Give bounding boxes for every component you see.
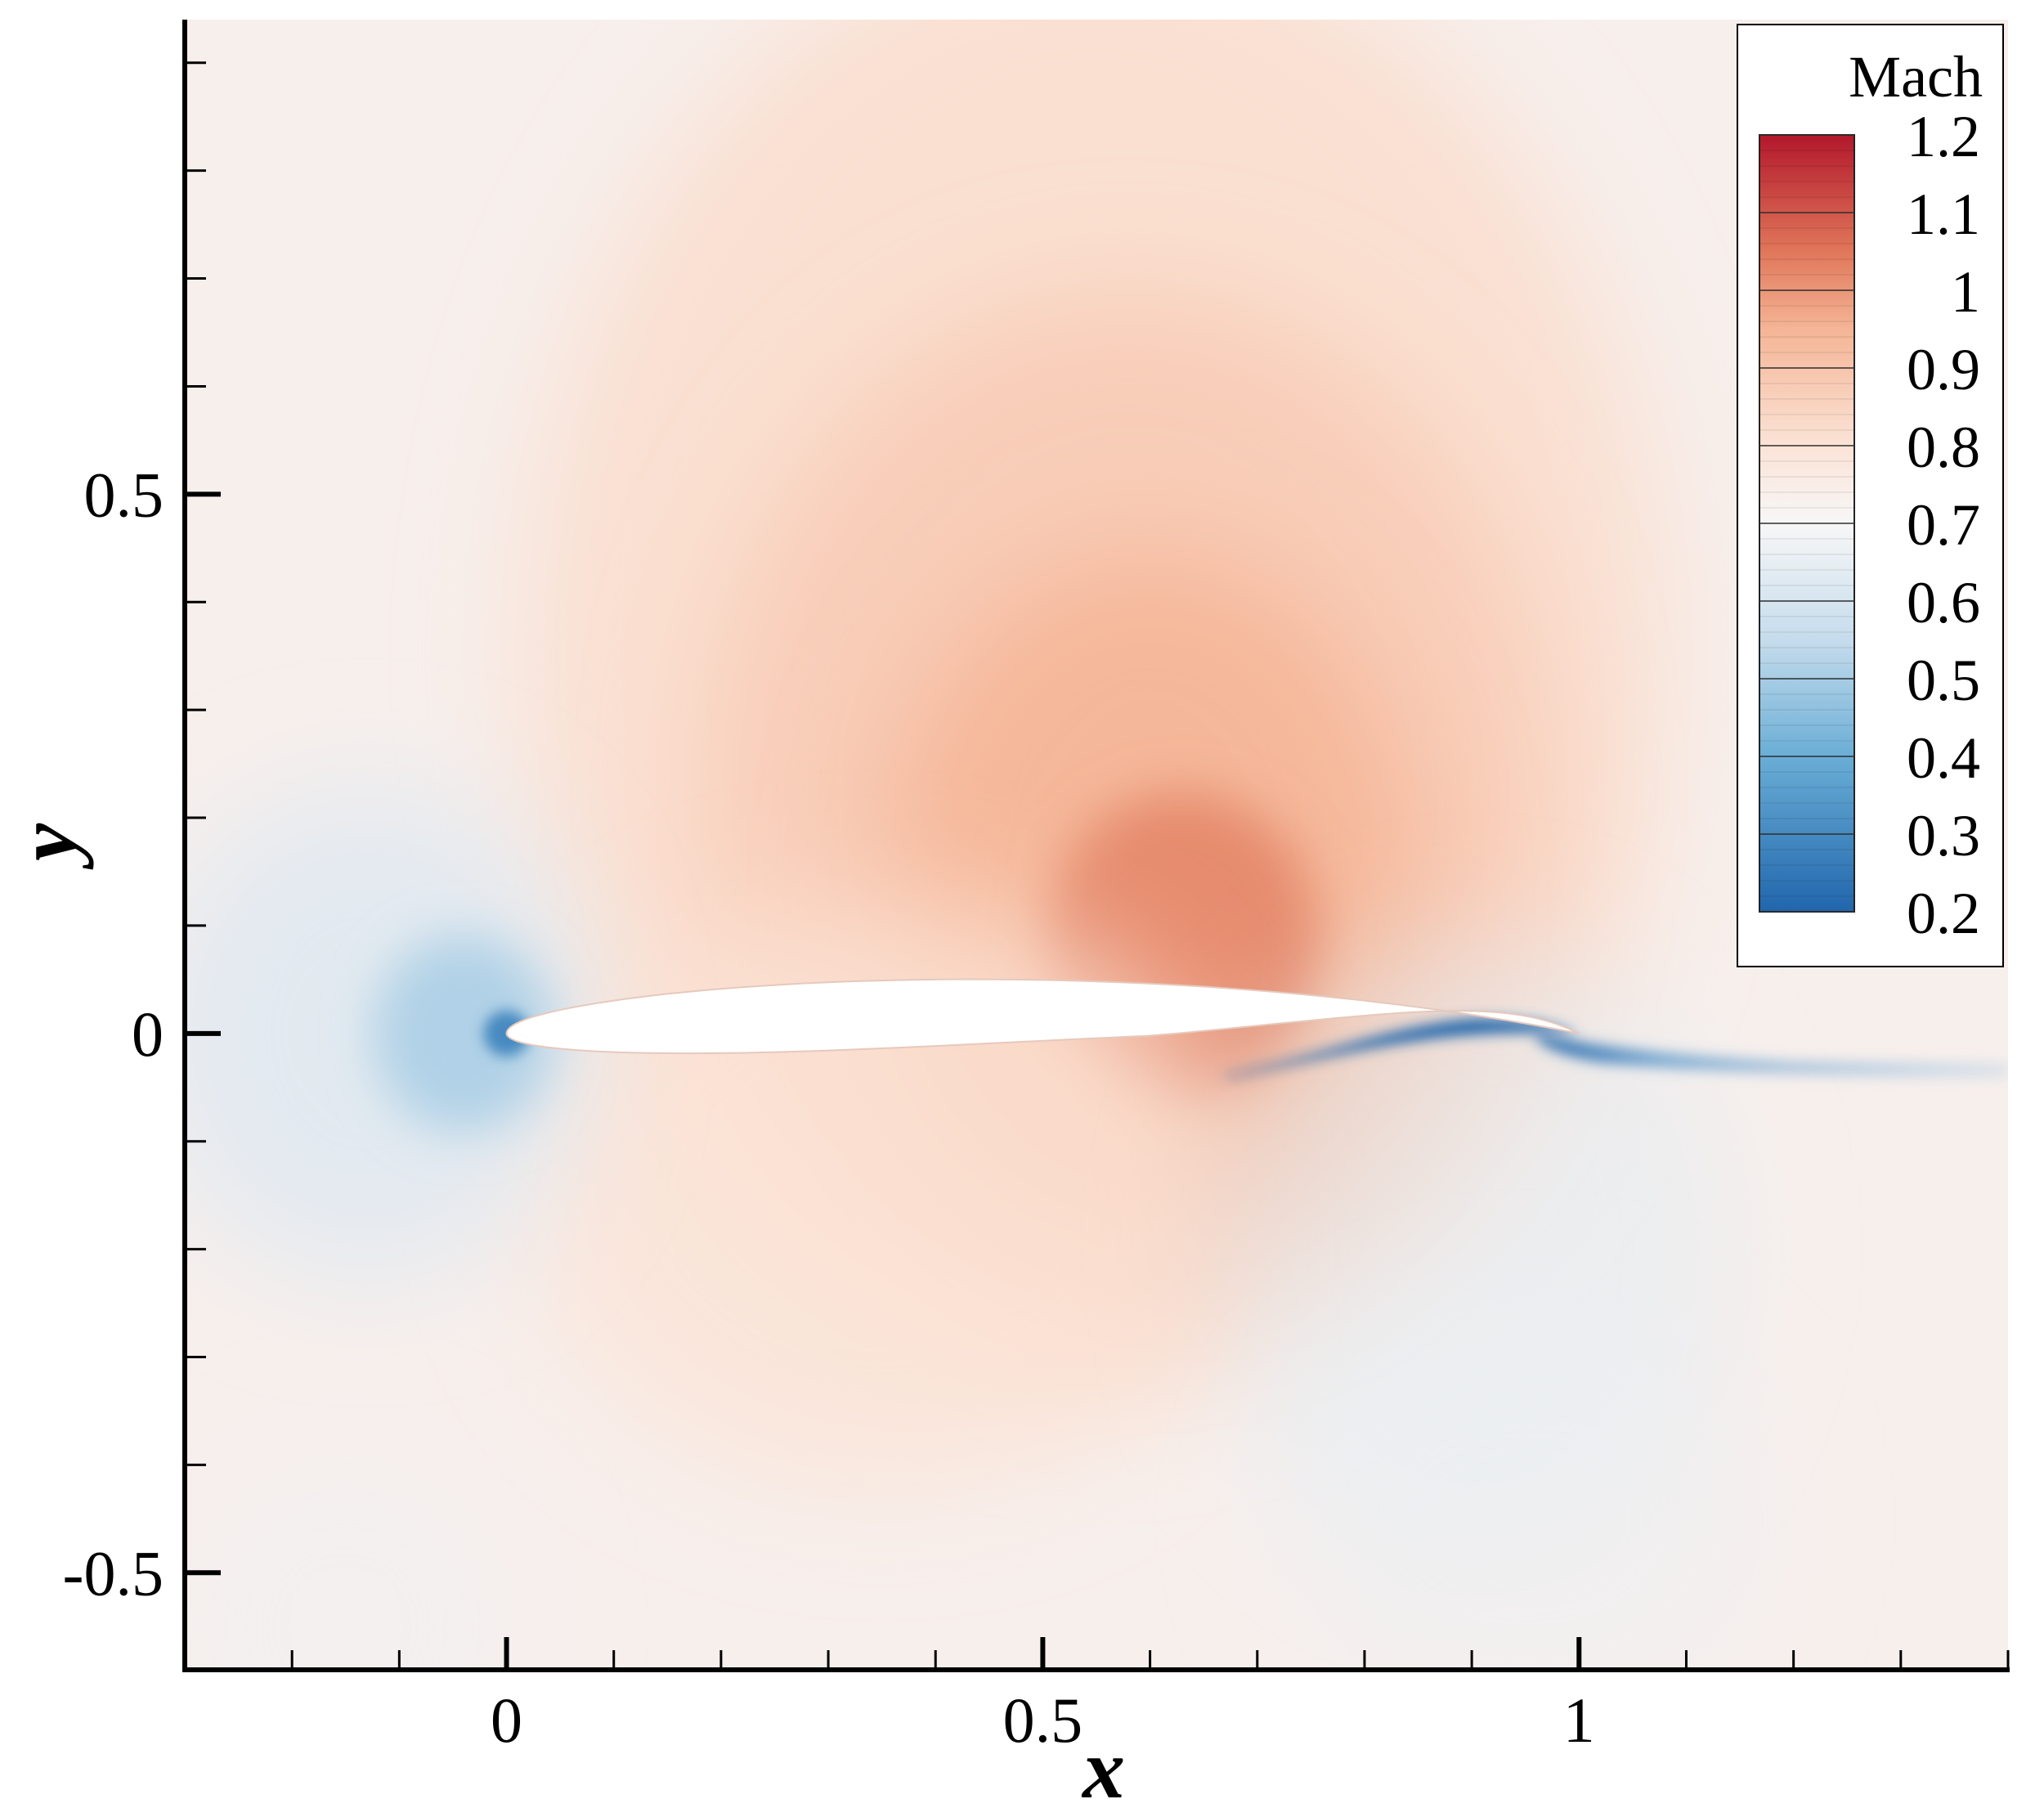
colorbar-bands <box>1759 134 1854 913</box>
airfoil <box>505 978 1580 1055</box>
y-tick-label: -0.5 <box>63 1537 164 1608</box>
y-tick-label: 0.5 <box>84 459 164 530</box>
colorbar-tick-label: 0.2 <box>1907 881 1980 946</box>
colorbar-tick-label: 0.4 <box>1907 725 1980 791</box>
colorbar-tick-label: 0.9 <box>1907 337 1980 402</box>
axes: 0 0.5 1 0.50-0.5 x y <box>0 20 2010 1816</box>
x-axis-title: x <box>1081 1722 1125 1816</box>
mach-field <box>185 20 2008 1670</box>
y-tick-labels: 0.5 0 -0.5 <box>63 459 164 1608</box>
trailing-blue-far <box>1280 1314 1771 1670</box>
colorbar-tick-labels: 1.2 1.1 1 0.9 0.8 0.7 0.6 0.5 0.4 0.3 0.2 <box>1907 104 1980 946</box>
colorbar-tick-label: 1 <box>1951 259 1980 325</box>
colorbar-tick-label: 0.3 <box>1907 803 1980 868</box>
y-ticks <box>185 61 221 1576</box>
x-tick-label: 0 <box>491 1685 522 1756</box>
colorbar-tick-label: 0.6 <box>1907 570 1980 635</box>
colorbar-legend: Mach 1.2 1.1 1 0.9 0.8 0.7 0.6 0.5 0.4 0.3 0.2 <box>1737 24 2004 967</box>
x-tick-label: 1 <box>1563 1685 1595 1756</box>
x-tick-labels: 0 0.5 1 <box>491 1685 1595 1756</box>
leading-edge-blue-inner <box>374 935 554 1132</box>
lower-surface-separation <box>1226 1018 1578 1078</box>
y-axis-title: y <box>0 823 94 870</box>
colorbar-tick-label: 1.2 <box>1907 104 1980 169</box>
x-tick-label: 0.5 <box>1003 1685 1083 1756</box>
y-tick-label: 0 <box>132 998 164 1070</box>
wake-streak <box>1537 1034 2008 1078</box>
legend-title: Mach <box>1849 44 1983 110</box>
x-ticks <box>290 1637 2010 1670</box>
wake <box>1537 1034 2008 1078</box>
lower-left-blue <box>185 1447 526 1670</box>
colorbar-tick-label: 1.1 <box>1907 182 1980 247</box>
colorbar-tick-label: 0.7 <box>1907 492 1980 558</box>
colorbar-tick-label: 0.5 <box>1907 648 1980 713</box>
separation-band <box>1226 1018 1578 1078</box>
colorbar-tick-label: 0.8 <box>1907 415 1980 480</box>
